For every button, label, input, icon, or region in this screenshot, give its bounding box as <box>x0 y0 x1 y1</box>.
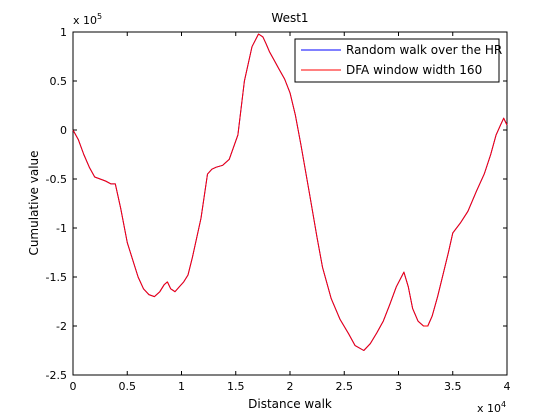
legend-label-dfa: DFA window width 160 <box>346 63 482 77</box>
y-tick-label: -2.5 <box>46 369 67 382</box>
y-multiplier-base: x 10 <box>73 14 97 27</box>
series-layer <box>72 33 508 351</box>
x-tick-label: 1 <box>178 380 185 393</box>
x-tick-label: 3.5 <box>444 380 462 393</box>
tick-layer: 0 0.5 1 1.5 2 2.5 3 3.5 4 -2.5 -2 -1.5 -1 -0.5 0 0.5 1 <box>46 26 511 393</box>
y-tick-label: -0.5 <box>46 173 67 186</box>
y-tick-label: -2 <box>56 320 67 333</box>
y-multiplier-exponent: 5 <box>97 12 102 21</box>
y-tick-label: -1 <box>56 222 67 235</box>
x-tick-label: 2.5 <box>336 380 354 393</box>
x-axis-label: Distance walk <box>248 397 332 411</box>
chart-title: West1 <box>271 11 308 25</box>
plot-area <box>72 31 508 376</box>
x-tick-label: 0.5 <box>119 380 137 393</box>
y-axis-multiplier: x 105 <box>73 12 102 27</box>
y-axis-label: Cumulative value <box>27 150 41 255</box>
x-multiplier-base: x 10 <box>477 402 501 415</box>
legend: Random walk over the HR DFA window width… <box>294 38 502 83</box>
x-tick-label: 4 <box>504 380 511 393</box>
y-tick-label: 1 <box>60 26 67 39</box>
x-tick-label: 3 <box>395 380 402 393</box>
x-tick-label: 2 <box>287 380 294 393</box>
y-tick-label: -1.5 <box>46 271 67 284</box>
legend-box <box>294 38 500 83</box>
y-tick-label: 0 <box>60 124 67 137</box>
x-multiplier-exponent: 4 <box>501 400 506 409</box>
legend-label-random-walk: Random walk over the HR <box>346 43 502 57</box>
x-tick-label: 0 <box>70 380 77 393</box>
y-tick-label: 0.5 <box>50 75 68 88</box>
series-line-1 <box>72 33 508 351</box>
x-tick-label: 1.5 <box>227 380 245 393</box>
x-axis-multiplier: x 104 <box>477 400 506 415</box>
